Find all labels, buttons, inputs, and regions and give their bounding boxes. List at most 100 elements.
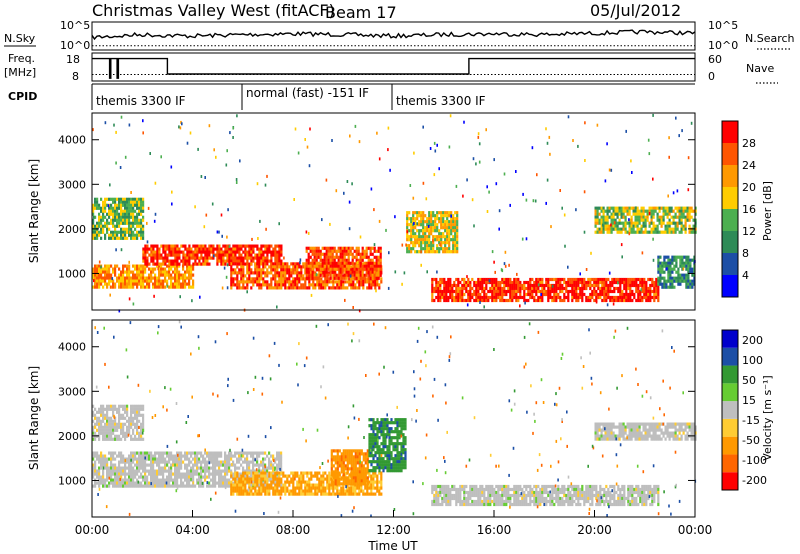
- data-cell: [365, 270, 368, 274]
- data-cell: [266, 250, 269, 254]
- data-cell: [98, 282, 101, 286]
- data-cell: [667, 276, 670, 280]
- data-cell: [300, 277, 303, 281]
- data-cell: [114, 206, 117, 210]
- data-cell: [341, 249, 344, 253]
- data-cell: [665, 261, 668, 265]
- data-cell: [198, 475, 201, 479]
- data-cell: [595, 283, 598, 288]
- data-cell: [256, 265, 259, 269]
- data-cell: [361, 246, 364, 250]
- data-cell: [98, 224, 101, 228]
- data-cell: [206, 451, 209, 455]
- data-cell: [317, 255, 320, 259]
- data-cell: [138, 282, 141, 286]
- data-cell: [624, 230, 627, 234]
- data-cell: [432, 211, 435, 215]
- data-cell: [317, 261, 320, 265]
- data-cell: [144, 475, 147, 479]
- data-cell: [196, 466, 199, 470]
- data-cell: [282, 474, 285, 478]
- data-cell: [120, 273, 123, 277]
- data-cell: [563, 295, 566, 300]
- data-cell: [250, 280, 253, 284]
- data-cell: [142, 224, 145, 228]
- scatter-point: [519, 304, 521, 308]
- data-cell: [452, 223, 455, 227]
- data-cell: [325, 258, 328, 262]
- data-cell: [244, 457, 247, 461]
- data-cell: [128, 478, 131, 482]
- data-cell: [248, 250, 251, 254]
- data-cell: [126, 484, 129, 488]
- data-cell: [236, 286, 239, 290]
- data-cell: [416, 211, 419, 215]
- data-cell: [222, 244, 225, 248]
- data-cell: [242, 471, 245, 475]
- data-cell: [596, 230, 599, 234]
- data-cell: [192, 264, 195, 268]
- data-cell: [154, 472, 157, 476]
- data-cell: [333, 261, 336, 265]
- scatter-point: [413, 222, 415, 225]
- data-cell: [232, 256, 235, 260]
- data-cell: [636, 212, 639, 216]
- data-cell: [252, 259, 255, 263]
- data-cell: [341, 246, 344, 250]
- data-cell: [440, 238, 443, 242]
- data-cell: [246, 250, 249, 254]
- data-cell: [669, 270, 672, 274]
- data-cell: [130, 270, 133, 274]
- data-cell: [456, 244, 459, 248]
- data-cell: [523, 283, 526, 288]
- data-cell: [188, 469, 191, 473]
- data-cell: [176, 273, 179, 277]
- data-cell: [182, 484, 185, 488]
- data-cell: [671, 270, 674, 274]
- data-cell: [643, 286, 646, 291]
- data-cell: [579, 295, 582, 300]
- data-cell: [250, 271, 253, 275]
- data-cell: [679, 264, 682, 268]
- data-cell: [332, 286, 335, 290]
- data-cell: [214, 466, 217, 470]
- data-cell: [148, 279, 151, 283]
- data-cell: [182, 264, 185, 268]
- data-cell: [509, 298, 512, 303]
- data-cell: [200, 262, 203, 266]
- data-cell: [254, 474, 257, 478]
- data-cell: [625, 298, 628, 303]
- data-cell: [495, 286, 498, 291]
- data-cell: [416, 238, 419, 242]
- data-cell: [142, 227, 145, 231]
- data-cell: [309, 264, 312, 268]
- data-cell: [108, 233, 111, 237]
- data-cell: [110, 454, 113, 458]
- data-cell: [446, 229, 449, 233]
- data-cell: [276, 492, 279, 496]
- data-cell: [240, 472, 243, 476]
- data-cell: [236, 466, 239, 470]
- data-cell: [164, 481, 167, 485]
- data-cell: [549, 295, 552, 300]
- data-cell: [614, 206, 617, 210]
- data-cell: [236, 271, 239, 275]
- data-cell: [422, 247, 425, 251]
- scatter-point: [567, 265, 569, 269]
- data-cell: [274, 471, 277, 475]
- data-cell: [102, 209, 105, 213]
- data-cell: [178, 264, 181, 268]
- data-cell: [666, 212, 669, 216]
- data-cell: [341, 252, 344, 256]
- data-cell: [138, 469, 141, 473]
- data-cell: [246, 463, 249, 467]
- data-cell: [218, 259, 221, 263]
- data-cell: [302, 274, 305, 278]
- scatter-point: [115, 161, 117, 165]
- data-cell: [444, 247, 447, 251]
- scatter-point: [225, 163, 228, 167]
- data-cell: [156, 244, 159, 248]
- data-cell: [162, 451, 165, 455]
- data-cell: [230, 268, 233, 272]
- scatter-point: [537, 283, 540, 287]
